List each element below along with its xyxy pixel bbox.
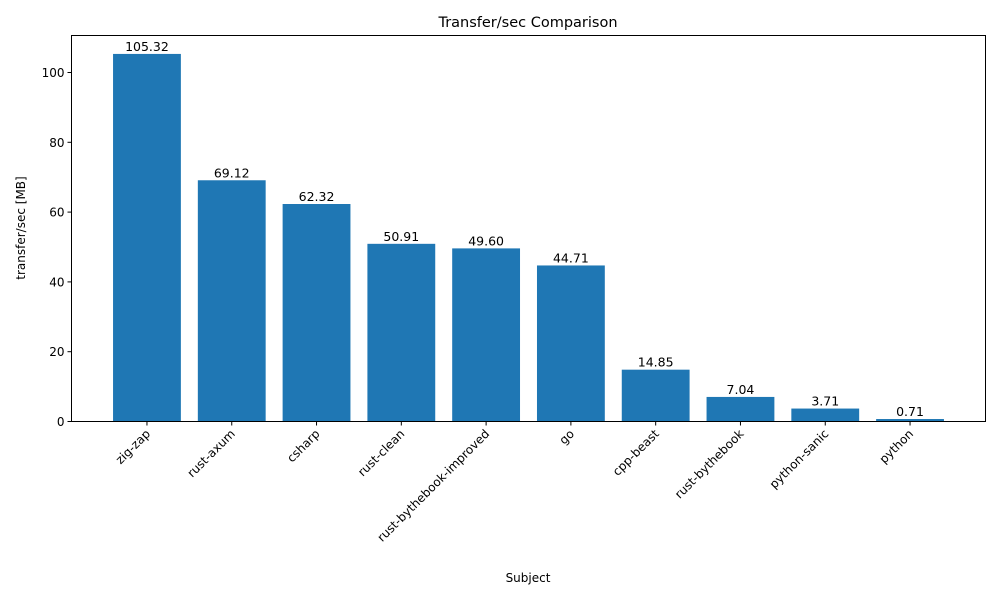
x-tick-label: csharp: [284, 427, 322, 465]
y-tick-label: 80: [49, 136, 64, 150]
bar-cpp-beast: [621, 369, 690, 422]
data-label: 50.91: [383, 229, 419, 244]
bar-python: [876, 419, 944, 422]
data-label: 49.60: [468, 233, 504, 248]
y-tick-label: 40: [49, 275, 64, 289]
bar-zig-zap: [113, 53, 181, 422]
bar-csharp: [282, 203, 351, 422]
bar-rust-clean: [367, 243, 436, 422]
data-label: 105.32: [125, 39, 169, 54]
bar-rust-axum: [197, 180, 266, 422]
data-label: 3.71: [811, 394, 839, 409]
x-tick-label: cpp-beast: [610, 427, 662, 479]
x-tick-label: zig-zap: [113, 427, 153, 467]
data-label: 14.85: [638, 355, 674, 370]
bar-go: [536, 265, 605, 422]
bar-rust-bythebook: [706, 396, 775, 422]
data-label: 7.04: [727, 382, 755, 397]
x-tick-label: python-sanic: [767, 427, 832, 492]
bar-python-sanic: [791, 408, 860, 422]
y-tick-label: 100: [42, 66, 65, 80]
plot-frame: [71, 35, 986, 422]
data-label: 44.71: [553, 250, 589, 265]
y-tick-label: 20: [49, 345, 64, 359]
bar-rust-bythebook-improved: [452, 248, 521, 422]
x-tick-label: go: [557, 427, 577, 447]
chart-title: Transfer/sec Comparison: [437, 15, 617, 31]
data-label: 62.32: [299, 189, 335, 204]
y-axis-label: transfer/sec [MB]: [14, 176, 28, 279]
x-tick-label: python: [877, 427, 917, 467]
x-axis-label: Subject: [506, 571, 551, 585]
data-label: 0.71: [896, 404, 924, 419]
x-tick-label: rust-axum: [184, 427, 237, 480]
y-tick-label: 60: [49, 206, 64, 220]
x-tick-label: rust-clean: [355, 427, 407, 479]
y-tick-label: 0: [57, 415, 65, 429]
x-tick-label: rust-bythebook: [672, 427, 747, 502]
data-label: 69.12: [214, 165, 250, 180]
